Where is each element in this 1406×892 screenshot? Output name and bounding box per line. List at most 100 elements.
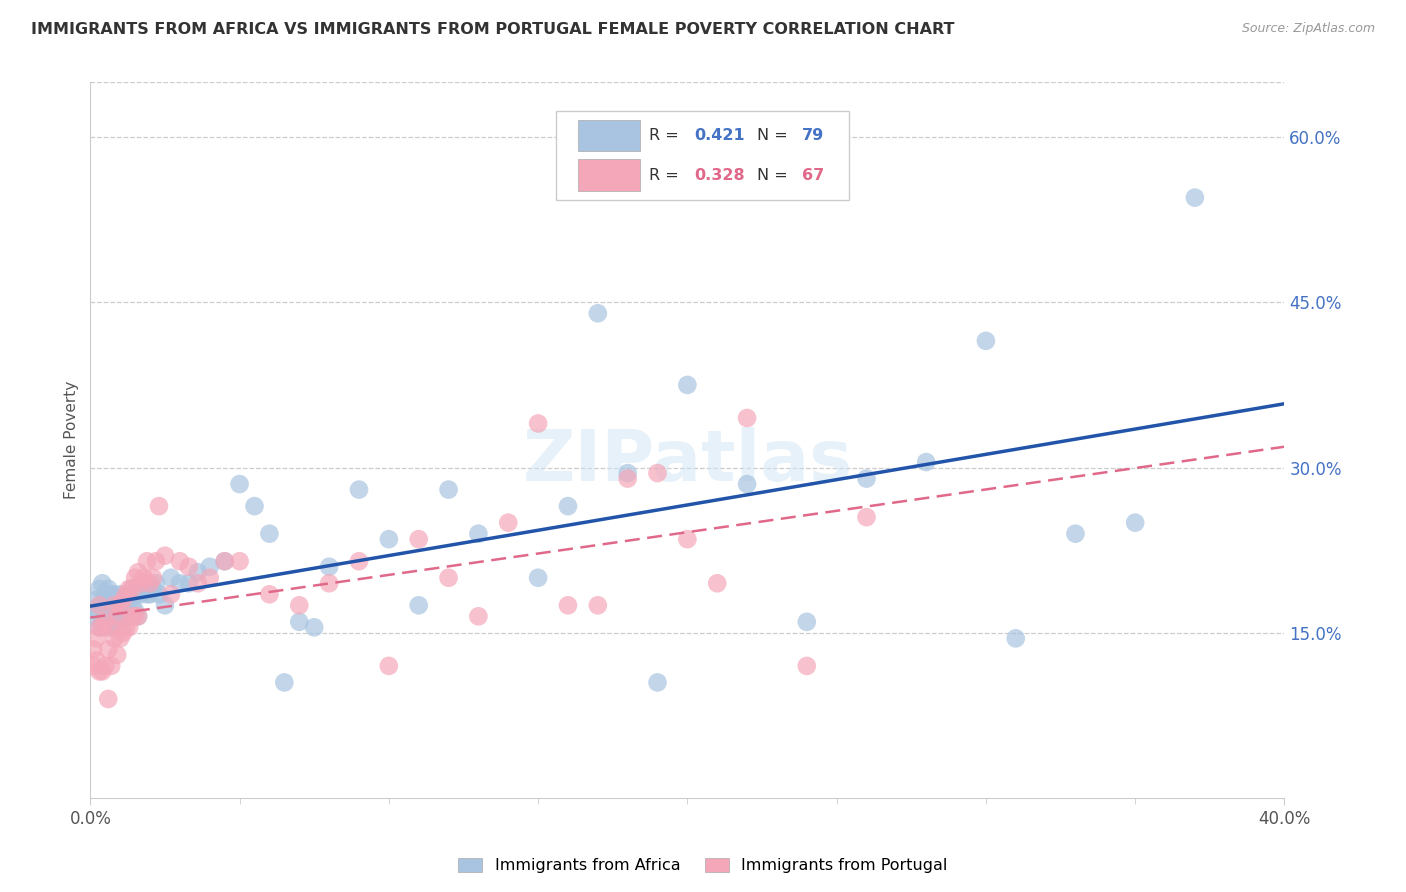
Point <box>103 587 125 601</box>
Point <box>915 455 938 469</box>
Point <box>100 659 122 673</box>
Legend: Immigrants from Africa, Immigrants from Portugal: Immigrants from Africa, Immigrants from … <box>451 851 955 880</box>
Point <box>127 609 149 624</box>
FancyBboxPatch shape <box>578 160 640 191</box>
Point <box>91 599 114 613</box>
Point <box>139 576 162 591</box>
Point <box>318 576 340 591</box>
Point <box>160 571 183 585</box>
Point <box>676 378 699 392</box>
Point <box>97 642 120 657</box>
Text: 0.421: 0.421 <box>695 128 745 143</box>
Point <box>97 615 120 629</box>
Point <box>1004 632 1026 646</box>
Point <box>105 599 128 613</box>
Point <box>228 477 250 491</box>
Point <box>124 571 146 585</box>
Point <box>735 411 758 425</box>
Text: 79: 79 <box>801 128 824 143</box>
Y-axis label: Female Poverty: Female Poverty <box>65 381 79 500</box>
Point <box>94 620 117 634</box>
Point <box>108 632 131 646</box>
Text: R =: R = <box>650 168 685 183</box>
Point <box>129 576 152 591</box>
Point <box>855 472 877 486</box>
Point <box>97 599 120 613</box>
Point <box>127 566 149 580</box>
Point <box>676 532 699 546</box>
Point <box>142 582 165 596</box>
Point <box>974 334 997 348</box>
Point <box>437 571 460 585</box>
Point <box>112 609 135 624</box>
Point <box>198 571 221 585</box>
Point <box>103 604 125 618</box>
Point <box>118 592 141 607</box>
Point <box>91 576 114 591</box>
Point <box>318 559 340 574</box>
Point <box>124 604 146 618</box>
Point <box>1123 516 1146 530</box>
Point <box>103 632 125 646</box>
Point <box>115 620 138 634</box>
Point <box>187 576 209 591</box>
Point <box>198 559 221 574</box>
Point <box>89 599 111 613</box>
Point <box>100 620 122 634</box>
Point <box>647 675 669 690</box>
Point <box>1064 526 1087 541</box>
Point <box>527 571 550 585</box>
Point <box>616 472 638 486</box>
Point <box>132 576 155 591</box>
Point <box>855 510 877 524</box>
Point <box>105 648 128 662</box>
Point <box>145 554 167 568</box>
Point <box>177 576 200 591</box>
Point <box>145 576 167 591</box>
Point <box>259 587 281 601</box>
Point <box>557 499 579 513</box>
Point <box>100 604 122 618</box>
Point <box>302 620 325 634</box>
Point <box>616 466 638 480</box>
Point <box>105 609 128 624</box>
Point <box>108 599 131 613</box>
Text: 0.328: 0.328 <box>695 168 745 183</box>
Point <box>118 582 141 596</box>
Point <box>496 516 519 530</box>
FancyBboxPatch shape <box>578 120 640 152</box>
Point <box>89 599 111 613</box>
Point <box>94 604 117 618</box>
Point <box>378 659 401 673</box>
Point <box>103 599 125 613</box>
Point <box>288 599 311 613</box>
Text: IMMIGRANTS FROM AFRICA VS IMMIGRANTS FROM PORTUGAL FEMALE POVERTY CORRELATION CH: IMMIGRANTS FROM AFRICA VS IMMIGRANTS FRO… <box>31 22 955 37</box>
Point <box>437 483 460 497</box>
Point <box>89 620 111 634</box>
Point <box>89 582 111 596</box>
FancyBboxPatch shape <box>555 111 849 200</box>
Point <box>347 554 370 568</box>
Point <box>796 659 818 673</box>
Point <box>118 609 141 624</box>
Point <box>129 587 152 601</box>
Point <box>82 642 104 657</box>
Point <box>108 587 131 601</box>
Point <box>118 620 141 634</box>
Point <box>467 609 489 624</box>
Point <box>100 620 122 634</box>
Point <box>228 554 250 568</box>
Point <box>91 615 114 629</box>
Point <box>97 582 120 596</box>
Point <box>177 559 200 574</box>
Point <box>115 587 138 601</box>
Point <box>84 653 107 667</box>
Point <box>142 571 165 585</box>
Point <box>89 620 111 634</box>
Point <box>153 549 176 563</box>
Point <box>112 599 135 613</box>
Point <box>124 609 146 624</box>
Point <box>187 566 209 580</box>
Text: N =: N = <box>756 168 793 183</box>
Point <box>108 604 131 618</box>
